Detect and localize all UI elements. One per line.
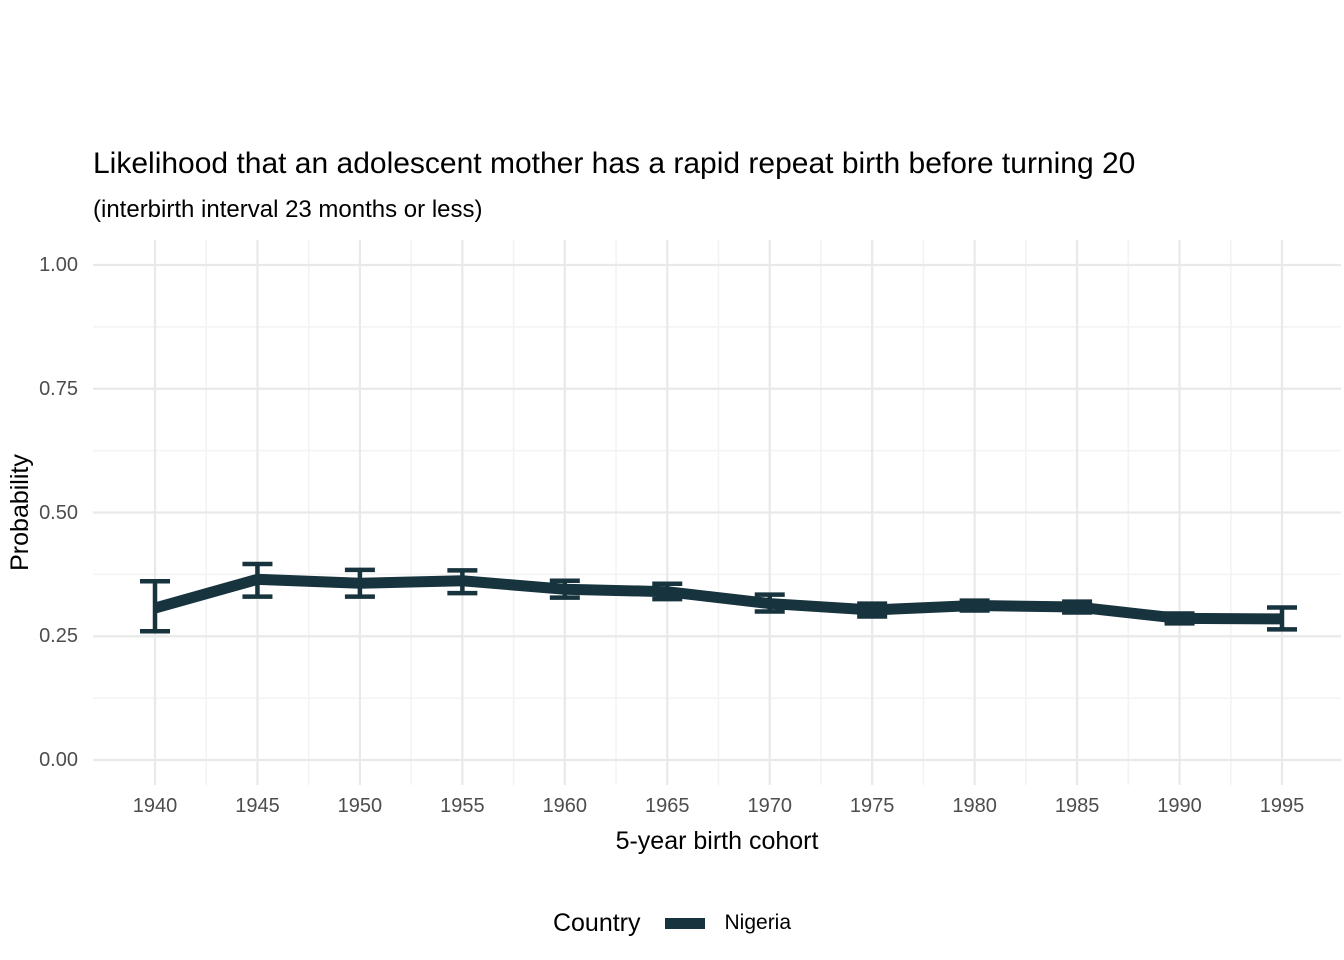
x-tick-label: 1960 xyxy=(542,795,588,817)
x-tick-label: 1970 xyxy=(747,795,792,817)
x-tick-label: 1950 xyxy=(337,795,383,817)
chart-title: Likelihood that an adolescent mother has… xyxy=(93,147,1136,180)
legend-item-label: Nigeria xyxy=(724,911,792,934)
y-tick-label: 0.75 xyxy=(39,377,78,400)
x-tick-label: 1955 xyxy=(440,795,485,817)
y-tick-label: 0.50 xyxy=(39,501,78,524)
legend: Country Nigeria xyxy=(0,903,1344,943)
plot-panel xyxy=(93,240,1341,785)
x-axis-title: 5-year birth cohort xyxy=(615,827,819,855)
y-tick-label: 1.00 xyxy=(39,254,78,276)
legend-line-swatch xyxy=(664,917,705,929)
x-tick-label: 1975 xyxy=(849,795,895,817)
x-tick-label: 1995 xyxy=(1259,795,1305,817)
y-tick-label: 0.00 xyxy=(39,749,78,771)
y-tick-label: 0.25 xyxy=(39,625,78,648)
x-tick-label: 1980 xyxy=(952,795,997,817)
x-tick-label: 1965 xyxy=(645,795,690,817)
chart-subtitle: (interbirth interval 23 months or less) xyxy=(93,196,483,223)
x-tick-label: 1990 xyxy=(1157,795,1202,817)
x-tick-label: 1945 xyxy=(235,795,280,817)
x-tick-label: 1940 xyxy=(132,795,178,817)
x-tick-label: 1985 xyxy=(1054,795,1100,817)
legend-title: Country xyxy=(552,908,641,937)
